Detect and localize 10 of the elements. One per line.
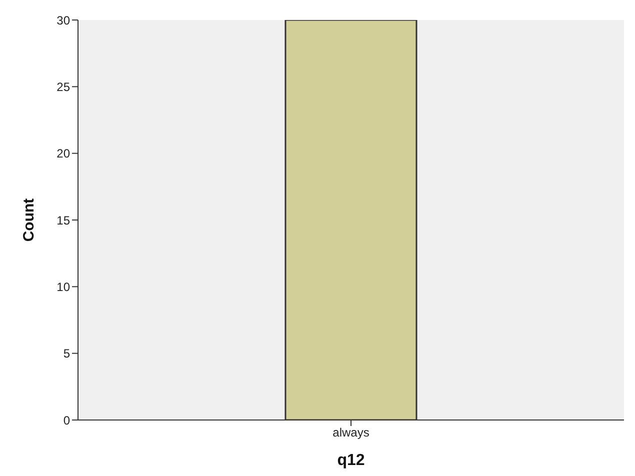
y-tick-label: 10 (56, 280, 70, 294)
x-tick-label: always (332, 426, 370, 440)
y-tick-label: 25 (56, 80, 70, 94)
y-tick-label: 20 (56, 146, 70, 161)
y-tick-label: 5 (63, 346, 70, 361)
y-tick-label: 30 (56, 13, 70, 28)
y-axis-title: Count (20, 198, 38, 242)
y-tick-label: 15 (56, 213, 70, 228)
x-axis-title: q12 (337, 452, 365, 469)
y-tick-label: 0 (63, 413, 70, 428)
